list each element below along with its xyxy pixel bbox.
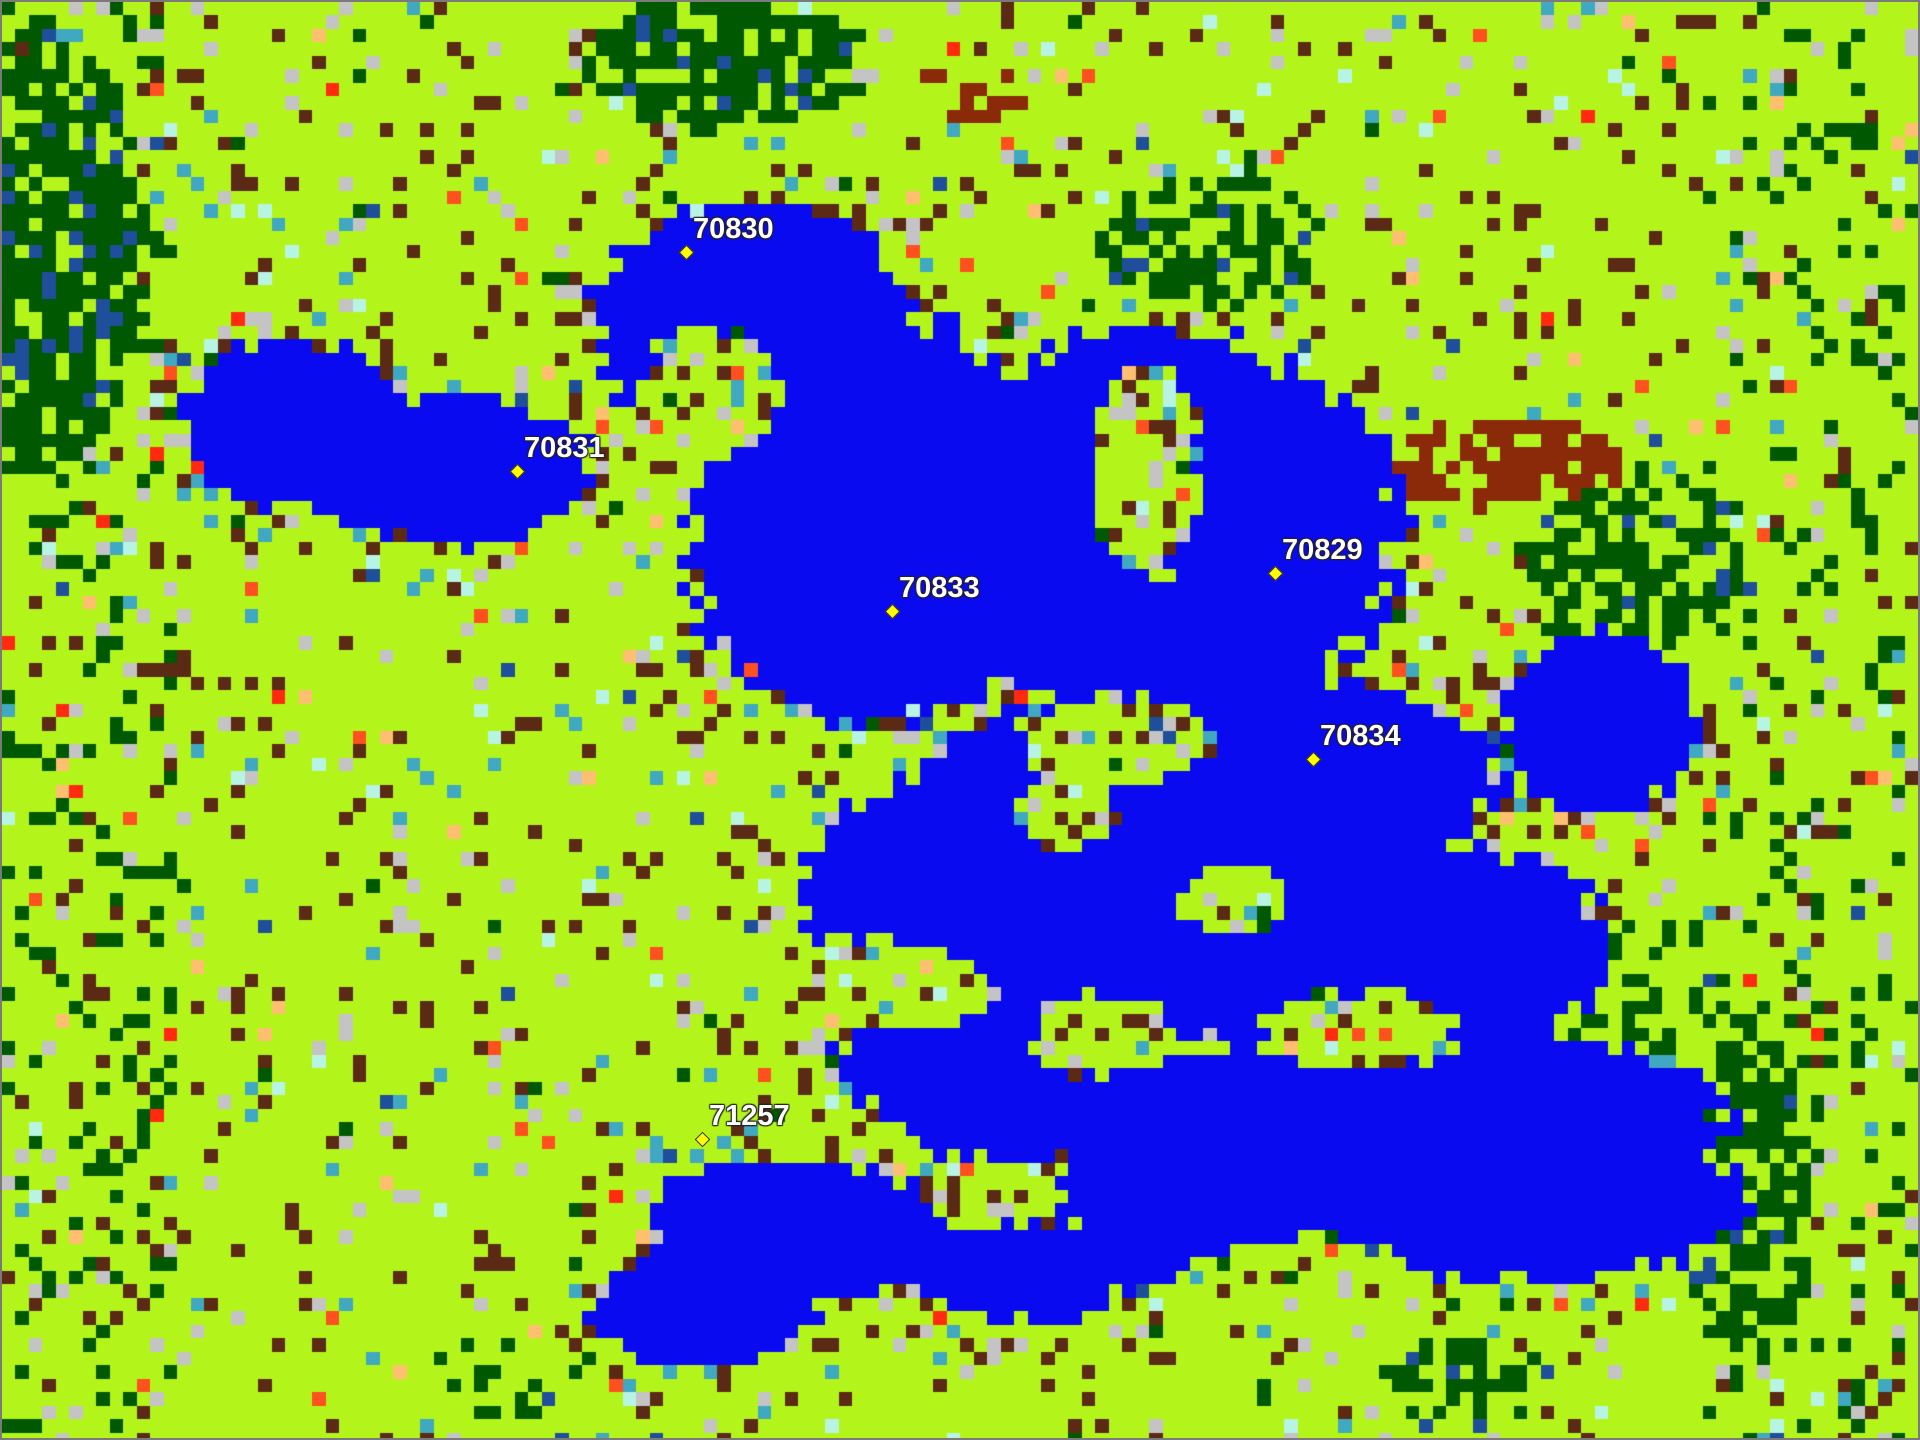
station-label: 70833 <box>899 572 980 604</box>
station-label: 70830 <box>693 213 774 245</box>
station-label: 70831 <box>524 432 605 464</box>
station-label: 70834 <box>1320 720 1401 752</box>
station-label: 70829 <box>1282 534 1363 566</box>
station-label: 71257 <box>709 1100 790 1132</box>
